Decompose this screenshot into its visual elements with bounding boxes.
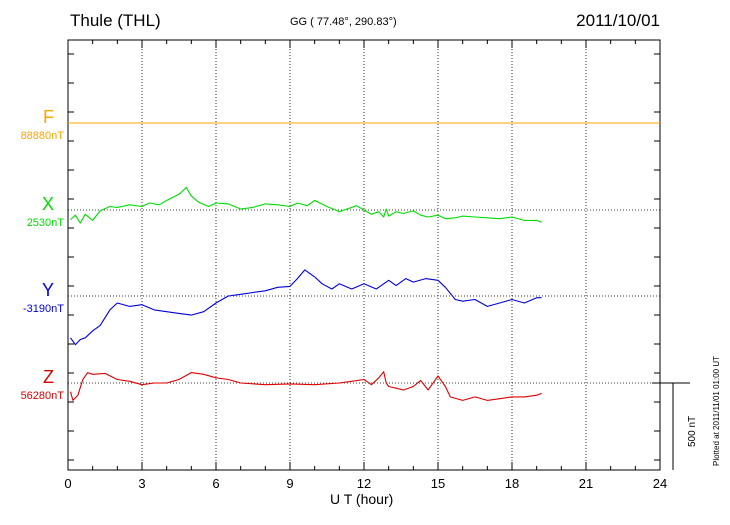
channel-label-f: F [43,107,54,127]
x-tick-label: 0 [64,476,71,491]
channel-label-y: Y [41,280,54,300]
channel-baseline-y: -3190nT [23,303,64,315]
x-axis-label: U T (hour) [330,491,394,507]
x-tick-label: 21 [579,476,593,491]
x-tick-label: 24 [653,476,667,491]
grid [68,40,660,470]
x-tick-label: 18 [505,476,519,491]
chart-date: 2011/10/01 [576,11,660,30]
channel-label-x: X [41,194,54,214]
x-tick-label: 9 [286,476,293,491]
scale-bar [652,382,690,470]
x-tick-label: 6 [212,476,219,491]
x-axis-ticks: 0 3 6 9 12 15 18 21 24 [64,40,667,491]
channel-label-z: Z [43,367,54,387]
scale-bar-label: 500 nT [687,415,698,447]
series-x-line [70,186,542,224]
station-title: Thule (THL) [70,11,161,30]
channel-baseline-z: 56280nT [20,390,64,402]
plotted-timestamp: Plotted at 2011/11/01 01:00 UT [712,355,721,466]
station-coordinates: GG ( 77.48°, 290.83°) [290,16,397,28]
series-group [68,122,660,401]
channel-baseline-x: 2530nT [26,217,64,229]
channel-baseline-f: 88880nT [20,130,64,142]
x-tick-label: 12 [357,476,371,491]
x-tick-label: 15 [431,476,445,491]
x-tick-label: 3 [138,476,145,491]
plot-frame [67,39,661,471]
series-z-line [69,371,542,401]
series-y-line [70,269,542,346]
